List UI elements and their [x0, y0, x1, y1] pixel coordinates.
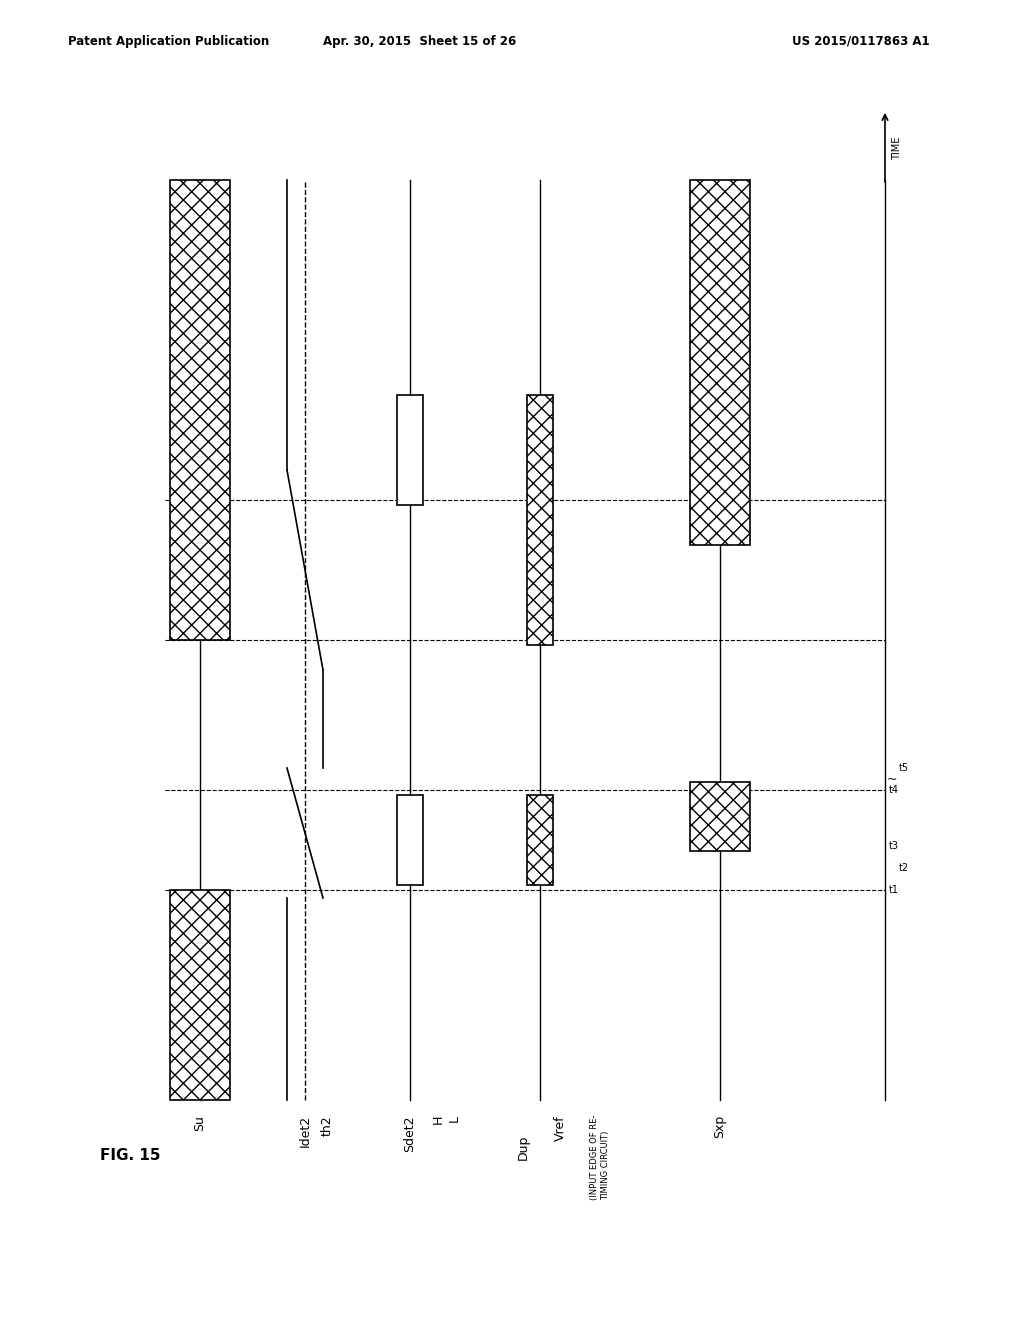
Text: Su: Su [194, 1115, 207, 1131]
Text: Sxp: Sxp [714, 1115, 726, 1138]
Text: Vref: Vref [554, 1115, 566, 1140]
Text: Idet2: Idet2 [299, 1115, 311, 1147]
Bar [397, 395, 423, 506]
Text: t1: t1 [889, 884, 899, 895]
Text: Patent Application Publication: Patent Application Publication [68, 36, 269, 48]
Text: L: L [447, 1115, 461, 1122]
Text: t2: t2 [899, 863, 909, 873]
Text: t3: t3 [889, 841, 899, 851]
Text: th2: th2 [321, 1115, 334, 1135]
Text: t4: t4 [889, 785, 899, 795]
Text: US 2015/0117863 A1: US 2015/0117863 A1 [793, 36, 930, 48]
Text: H: H [431, 1115, 444, 1125]
Bar [690, 781, 750, 851]
Text: FIG. 15: FIG. 15 [100, 1147, 161, 1163]
Bar [170, 180, 230, 640]
Text: (INPUT EDGE OF RE-
TIMING CIRCUIT): (INPUT EDGE OF RE- TIMING CIRCUIT) [590, 1115, 610, 1200]
Bar [690, 180, 750, 545]
Text: t5: t5 [899, 763, 909, 774]
Text: TIME: TIME [892, 136, 902, 160]
Bar [527, 795, 553, 884]
Text: Dup: Dup [516, 1135, 529, 1160]
Bar [170, 890, 230, 1100]
Text: Apr. 30, 2015  Sheet 15 of 26: Apr. 30, 2015 Sheet 15 of 26 [324, 36, 517, 48]
Bar [527, 395, 553, 645]
Text: ~: ~ [887, 772, 897, 785]
Bar [397, 795, 423, 884]
Text: Sdet2: Sdet2 [403, 1115, 417, 1151]
